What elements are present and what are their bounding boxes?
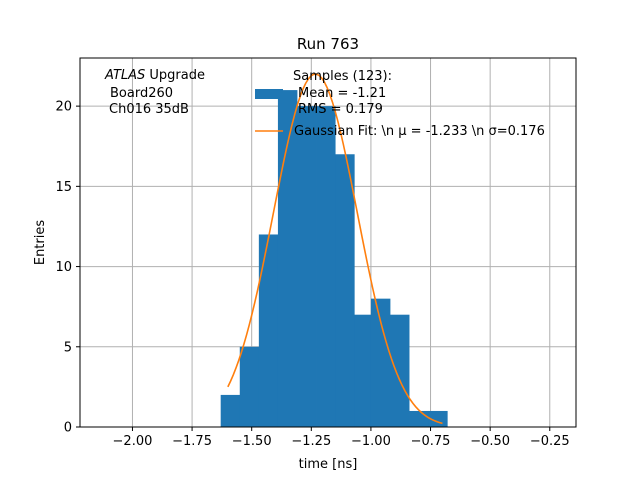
x-tick-label-2: −1.50	[232, 434, 272, 449]
annotation-atlas: ATLAS	[104, 68, 145, 83]
annotation-upgrade: Upgrade	[145, 68, 205, 83]
annotation-line-2: Board260	[110, 86, 173, 101]
x-axis-label: time [ns]	[299, 457, 358, 472]
y-tick-label-1: 5	[64, 340, 72, 355]
x-tick-label-0: −2.00	[113, 434, 153, 449]
y-tick-label-3: 15	[55, 180, 72, 195]
atlas-annotation: ATLAS Upgrade Board260 Ch016 35dB	[104, 68, 205, 117]
fit-curve-group	[227, 73, 443, 425]
chart-title: Run 763	[297, 35, 359, 53]
y-tick-label-4: 20	[55, 100, 72, 115]
x-axis-ticks: −2.00 −1.75 −1.50 −1.25 −1.00 −0.75 −0.50 −0.25	[113, 427, 570, 449]
legend-mean-label: Mean = -1.21	[298, 86, 386, 101]
histogram-bar-5	[316, 106, 336, 427]
x-tick-label-7: −0.25	[530, 434, 570, 449]
histogram-bar-11	[428, 410, 448, 427]
histogram-bars	[220, 90, 448, 427]
histogram-bar-9	[390, 314, 410, 427]
x-tick-label-3: −1.25	[291, 434, 331, 449]
legend-fit-label: Gaussian Fit: \n μ = -1.233 \n σ=0.176	[294, 124, 545, 139]
y-axis-ticks: 0 5 10 15 20	[55, 100, 80, 436]
histogram-bar-4	[297, 106, 317, 427]
gaussian-fit-curve	[227, 73, 443, 425]
annotation-line-1: ATLAS Upgrade	[104, 68, 205, 83]
histogram-bar-8	[370, 298, 391, 427]
histogram-bar-6	[335, 154, 355, 427]
legend-rms-label: RMS = 0.179	[298, 102, 383, 117]
y-tick-label-0: 0	[64, 421, 72, 436]
legend-samples-label: Samples (123):	[293, 69, 392, 84]
annotation-line-3: Ch016 35dB	[109, 102, 189, 117]
x-tick-label-5: −0.75	[411, 434, 451, 449]
histogram-bar-10	[409, 410, 429, 427]
y-axis-label: Entries	[33, 220, 48, 266]
x-tick-label-6: −0.50	[470, 434, 510, 449]
y-tick-label-2: 10	[55, 260, 72, 275]
x-tick-label-1: −1.75	[172, 434, 212, 449]
legend: Samples (123): Mean = -1.21 RMS = 0.179 …	[255, 69, 545, 139]
x-tick-label-4: −1.00	[351, 434, 391, 449]
histogram-bar-3	[277, 90, 298, 427]
histogram-bar-2	[258, 234, 279, 427]
histogram-bar-1	[239, 346, 260, 427]
histogram-bar-7	[354, 314, 372, 427]
legend-histogram-swatch	[255, 89, 283, 99]
histogram-bar-0	[220, 394, 241, 427]
plot-frame	[79, 57, 577, 428]
